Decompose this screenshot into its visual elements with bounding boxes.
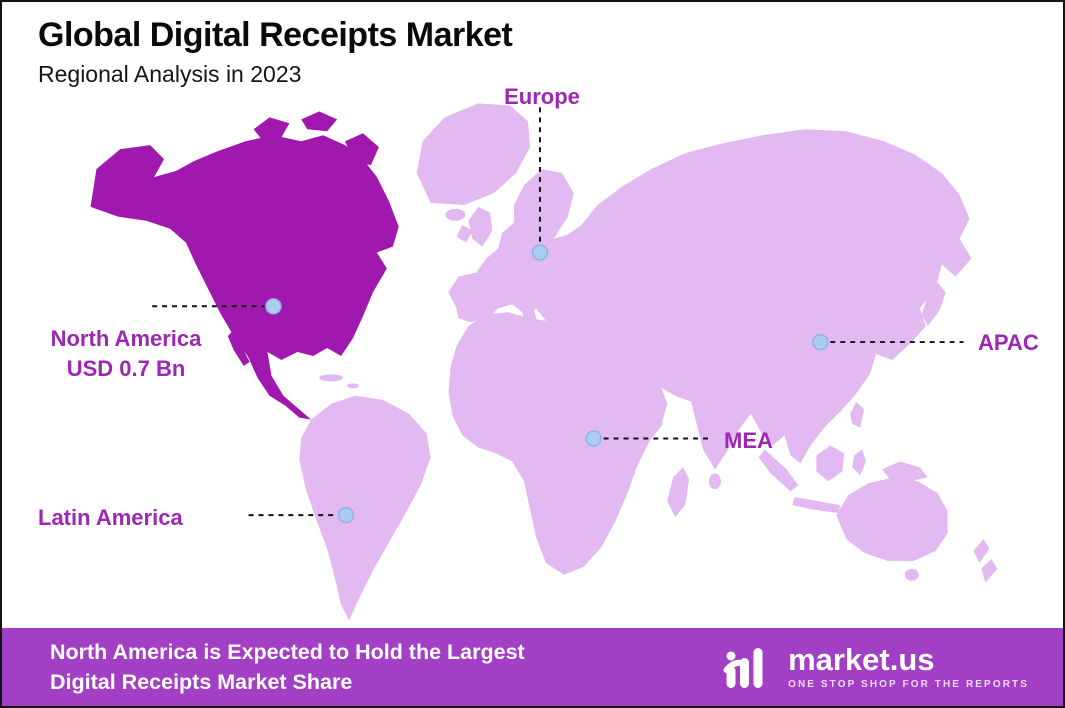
footer-headline: North America is Expected to Hold the La… xyxy=(50,637,525,697)
marketus-logo-icon xyxy=(723,648,763,688)
region-value-north-america: USD 0.7 Bn xyxy=(66,356,186,381)
mea-marker xyxy=(585,430,602,447)
region-label-latin-america: Latin America xyxy=(38,505,183,530)
footer-headline-line1: North America is Expected to Hold the La… xyxy=(50,640,525,664)
brand-tagline: ONE STOP SHOP FOR THE REPORTS xyxy=(788,679,1029,690)
land-arctic-island-2 xyxy=(301,111,338,132)
footer-headline-line2: Digital Receipts Market Share xyxy=(50,670,353,694)
region-label-north-america: North America USD 0.7 Bn xyxy=(16,324,236,384)
region-label-mea: MEA xyxy=(724,428,773,453)
europe-marker xyxy=(531,244,549,261)
north-america-marker xyxy=(265,298,282,315)
region-label-apac: APAC xyxy=(978,330,1039,355)
land-africa xyxy=(448,312,664,575)
land-baffin-island xyxy=(345,133,379,166)
region-label-europe: Europe xyxy=(504,84,580,109)
brand-name: market.us xyxy=(788,642,935,677)
markers xyxy=(265,244,829,524)
land-arctic-island-1 xyxy=(253,117,290,140)
land-borneo xyxy=(816,445,845,482)
land-sri-lanka xyxy=(708,473,721,490)
brand-text: market.us ONE STOP SHOP FOR THE REPORTS xyxy=(788,642,1029,691)
land-south-america xyxy=(299,395,431,621)
land-madagascar xyxy=(667,467,690,518)
header: Global Digital Receipts Market Regional … xyxy=(38,14,513,88)
land-philippines xyxy=(850,401,865,428)
latin-america-marker xyxy=(337,506,355,524)
land-caribbean-1 xyxy=(319,374,344,382)
land-tasmania xyxy=(904,568,919,581)
land-iceland xyxy=(445,208,466,221)
apac-marker xyxy=(812,333,829,351)
footer-bar: North America is Expected to Hold the La… xyxy=(2,628,1063,706)
land-sumatra xyxy=(758,449,799,492)
leader-lines xyxy=(152,107,964,517)
land-baja xyxy=(227,332,250,366)
land-north-america xyxy=(90,135,399,420)
page-title: Global Digital Receipts Market xyxy=(38,16,513,54)
land-new-guinea xyxy=(882,461,928,482)
brand-block: market.us ONE STOP SHOP FOR THE REPORTS xyxy=(721,640,1029,694)
land-sulawesi xyxy=(852,449,867,476)
land-new-zealand-south xyxy=(981,558,998,583)
region-label-north-america-name: North America xyxy=(50,326,202,351)
continents xyxy=(90,103,998,621)
land-britain xyxy=(468,206,493,247)
land-japan xyxy=(921,282,946,327)
land-australia xyxy=(836,477,948,561)
land-eurasia xyxy=(448,129,972,470)
land-new-zealand-north xyxy=(973,538,990,563)
land-greenland xyxy=(416,103,531,205)
land-caribbean-2 xyxy=(347,383,359,389)
land-java xyxy=(792,497,841,514)
page-subtitle: Regional Analysis in 2023 xyxy=(38,60,302,87)
land-ireland xyxy=(456,224,473,243)
